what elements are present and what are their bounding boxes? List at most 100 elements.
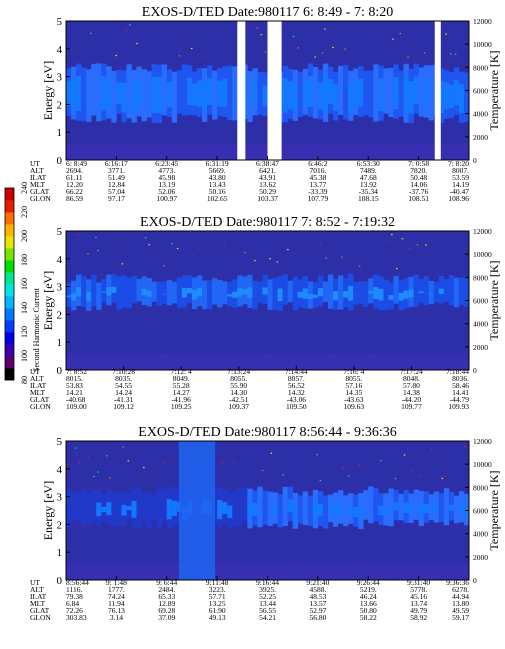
noise-speckle <box>143 466 145 469</box>
low-energy-cell <box>302 353 309 370</box>
flux-band-cell <box>267 491 273 526</box>
ephemeris-value: 6:53:30 <box>357 159 380 168</box>
flux-core-cell <box>121 504 127 516</box>
flux-band-cell <box>227 281 233 307</box>
y-tick-label: 4 <box>57 254 63 266</box>
low-energy-cell <box>71 143 77 160</box>
ephemeris-value: 108.96 <box>448 194 469 203</box>
ephemeris-value: 74.24 <box>108 592 125 601</box>
flux-band-cell <box>161 489 168 522</box>
low-energy-cell <box>181 143 188 160</box>
flux-core-cell <box>71 293 77 301</box>
low-energy-cell <box>393 563 399 580</box>
ephemeris-value: 54.55 <box>115 381 132 390</box>
low-energy-cell <box>327 563 334 580</box>
flux-band-cell <box>257 71 263 115</box>
noise-speckle <box>441 477 444 480</box>
low-energy-cell <box>121 143 127 160</box>
noise-speckle <box>321 52 324 54</box>
spectrogram-panel-2: EXOS-D/TED Date:980117 7: 8:52 - 7:19:32… <box>30 215 501 411</box>
noise-speckle <box>164 462 166 464</box>
noise-speckle <box>420 475 422 477</box>
flux-band-cell <box>363 490 369 520</box>
ephemeris-row-label: UT <box>30 367 40 376</box>
ephemeris-value: 5778. <box>410 585 427 594</box>
flux-core-cell <box>106 287 112 296</box>
low-energy-cell <box>116 143 122 160</box>
noise-speckle <box>201 56 204 58</box>
ephemeris-value: 14.35 <box>345 388 362 397</box>
flux-band-cell <box>343 64 349 120</box>
ephemeris-row-label: MLT <box>30 388 46 397</box>
noise-speckle <box>78 462 81 464</box>
low-energy-cell <box>463 143 469 160</box>
low-energy-cell <box>312 143 319 160</box>
y2-tick-label: 4000 <box>473 530 488 539</box>
panel-title: EXOS-D/TED Date:980117 6: 8:49 - 7: 8:20 <box>142 5 393 20</box>
low-energy-cell <box>413 353 419 370</box>
flux-core-cell <box>348 505 354 515</box>
flux-core-cell <box>448 504 455 511</box>
low-energy-cell <box>222 563 228 580</box>
flux-band-cell <box>66 489 72 529</box>
ephemeris-value: 57.04 <box>108 187 125 196</box>
flux-band-cell <box>91 63 97 116</box>
flux-core-cell <box>453 79 460 106</box>
flux-band-cell <box>131 275 137 304</box>
colorbar-tick-label: 180 <box>20 254 29 266</box>
low-energy-cell <box>156 353 163 370</box>
low-energy-cell <box>348 143 354 160</box>
low-energy-cell <box>116 563 122 580</box>
low-energy-cell <box>423 563 429 580</box>
flux-core-cell <box>141 288 147 296</box>
flux-band-cell <box>81 276 87 308</box>
noise-speckle <box>276 261 279 263</box>
low-energy-cell <box>297 563 304 580</box>
low-energy-cell <box>96 143 102 160</box>
noise-speckle <box>392 38 394 40</box>
flux-core-cell <box>146 290 152 297</box>
low-energy-cell <box>227 143 233 160</box>
ephemeris-value: 53.83 <box>66 381 83 390</box>
flux-band-cell <box>418 279 424 303</box>
ephemeris-value: 107.79 <box>308 194 329 203</box>
noise-speckle <box>403 454 406 456</box>
low-energy-cell <box>408 563 414 580</box>
low-energy-cell <box>111 353 117 370</box>
low-energy-cell <box>106 563 112 580</box>
low-energy-cell <box>332 353 339 370</box>
low-energy-cell <box>343 143 349 160</box>
low-energy-cell <box>388 143 394 160</box>
noise-speckle <box>407 56 409 58</box>
ephemeris-value: 13.74 <box>410 599 427 608</box>
noise-speckle <box>394 478 397 480</box>
flux-band-cell <box>156 281 163 306</box>
low-energy-cell <box>111 143 117 160</box>
flux-core-cell <box>297 291 304 298</box>
flux-core-cell <box>101 76 107 111</box>
ephemeris-row-label: ALT <box>30 374 44 383</box>
low-energy-cell <box>393 143 399 160</box>
flux-band-cell <box>257 486 263 528</box>
low-energy-cell <box>428 563 435 580</box>
ephemeris-value: 47.68 <box>360 173 377 182</box>
ephemeris-row-label: MLT <box>30 180 46 189</box>
noise-speckle <box>287 248 289 251</box>
low-energy-cell <box>327 353 334 370</box>
flux-core-cell <box>252 80 258 106</box>
ephemeris-value: 109.12 <box>113 402 134 411</box>
flux-band-cell <box>126 277 132 309</box>
ephemeris-value: 13.77 <box>309 180 326 189</box>
ephemeris-value: 5219. <box>360 585 377 594</box>
noise-speckle <box>105 455 108 457</box>
flux-core-cell <box>378 505 384 516</box>
ephemeris-row-label: GLAT <box>30 395 50 404</box>
colorbar-swatch <box>5 212 14 225</box>
y2-tick-label: 8000 <box>473 273 488 282</box>
flux-core-cell <box>76 76 82 112</box>
low-energy-cell <box>66 143 72 160</box>
ephemeris-value: 6:23:45 <box>155 159 178 168</box>
ephemeris-value: -40.47 <box>450 187 470 196</box>
low-energy-cell <box>287 353 293 370</box>
flux-core-cell <box>277 288 283 302</box>
